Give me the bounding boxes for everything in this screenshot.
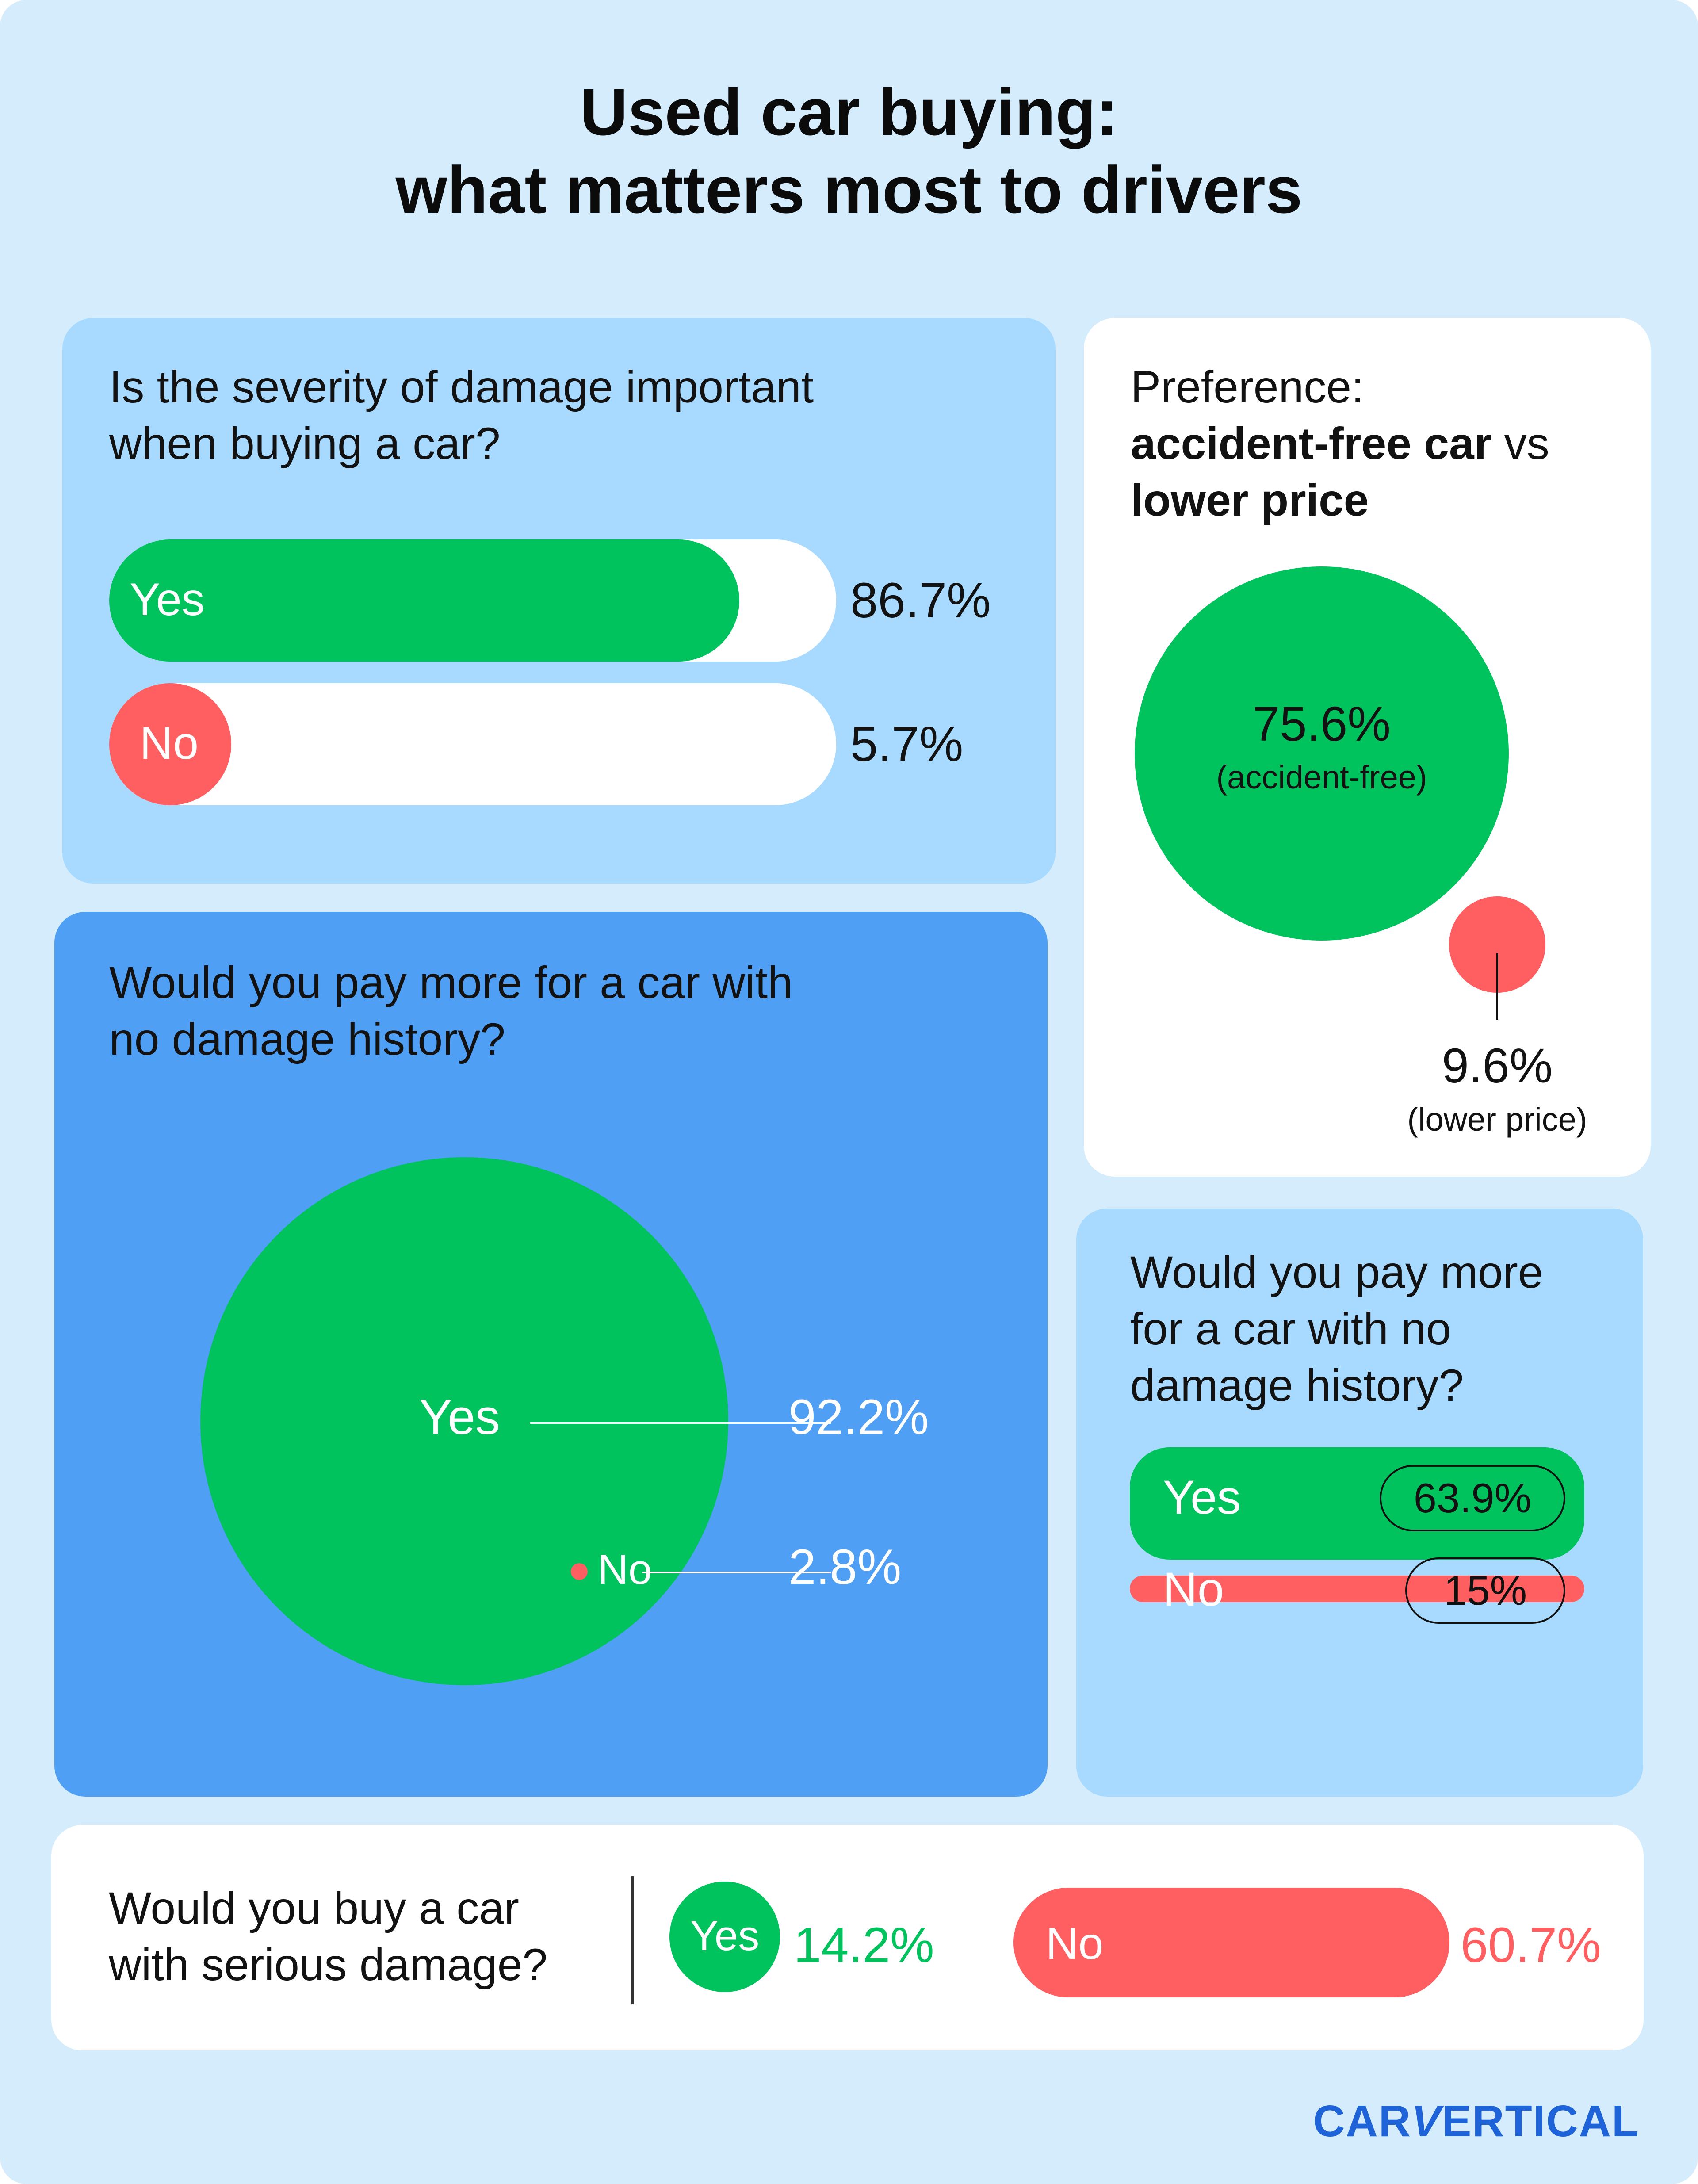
preference-title-line-3: lower price [1131, 472, 1549, 528]
serious-damage-yes-bubble [669, 1882, 780, 1992]
pay-more-bar-question-line-3: damage history? [1130, 1360, 1464, 1411]
preference-title: Preference: accident-free car vs lower p… [1131, 359, 1549, 528]
severity-question: Is the severity of damage important when… [109, 359, 814, 472]
pay-more-bar-question-line-2: for a car with no [1130, 1304, 1451, 1354]
pay-more-yes-label: Yes [419, 1389, 500, 1445]
brand-part-1: CAR [1313, 2096, 1411, 2146]
carvertical-logo-icon: CARVERTICAL [1313, 2096, 1640, 2147]
severity-panel: Is the severity of damage important when… [62, 318, 1056, 884]
pay-more-yes-leader [530, 1422, 831, 1424]
serious-damage-no-bar [1013, 1888, 1449, 1997]
serious-damage-no-value: 60.7% [1461, 1917, 1601, 1973]
pay-more-bar-yes-label: Yes [1163, 1470, 1241, 1524]
serious-damage-question: Would you buy a car with serious damage? [109, 1880, 547, 1993]
severity-question-line-1: Is the severity of damage important [109, 362, 814, 412]
pay-more-question-line-1: Would you pay more for a car with [109, 957, 793, 1008]
severity-no-label: No [140, 718, 199, 769]
preference-title-line-2: accident-free car vs [1131, 415, 1549, 472]
preference-title-vs: vs [1504, 418, 1549, 469]
preference-lower-price-value: 9.6% [1442, 1039, 1553, 1093]
pay-more-no-label: No [597, 1546, 652, 1593]
pay-more-yes-bubble [200, 1157, 728, 1685]
pay-more-question-line-2: no damage history? [109, 1014, 505, 1064]
serious-damage-yes-value: 14.2% [794, 1917, 934, 1973]
severity-yes-label: Yes [130, 574, 205, 625]
pay-more-question: Would you pay more for a car with no dam… [109, 954, 793, 1067]
brand-part-2: V [1406, 2096, 1447, 2146]
preference-accident-free-bubble [1135, 566, 1509, 941]
serious-damage-no-label: No [1046, 1918, 1104, 1969]
severity-no-bar [109, 683, 231, 805]
preference-title-bold-1: accident-free car [1131, 418, 1492, 469]
pay-more-bar-no-block [1130, 1576, 1584, 1602]
pay-more-no-value: 2.8% [788, 1539, 902, 1595]
pay-more-bar-panel: Would you pay more for a car with no dam… [1076, 1209, 1643, 1797]
pay-more-bar-no-value: 15% [1405, 1557, 1565, 1624]
serious-damage-question-line-1: Would you buy a car [109, 1883, 519, 1933]
title-line-2: what matters most to drivers [395, 153, 1303, 227]
preference-title-bold-2: lower price [1131, 475, 1369, 525]
serious-damage-question-line-2: with serious damage? [109, 1939, 548, 1990]
pay-more-bubble-panel: Would you pay more for a car with no dam… [54, 912, 1048, 1797]
pay-more-yes-value: 92.2% [788, 1389, 929, 1445]
serious-damage-panel: Would you buy a car with serious damage?… [51, 1825, 1644, 2050]
pay-more-no-leader [642, 1572, 831, 1573]
preference-panel: Preference: accident-free car vs lower p… [1084, 318, 1651, 1177]
pay-more-bar-yes-value: 63.9% [1380, 1465, 1565, 1531]
title-line-1: Used car buying: [580, 75, 1118, 149]
preference-accident-free-value: 75.6% [1253, 697, 1391, 751]
severity-question-line-2: when buying a car? [109, 418, 501, 469]
serious-damage-yes-label: Yes [690, 1912, 760, 1959]
preference-lower-price-label: (lower price) [1407, 1101, 1587, 1138]
preference-accident-free-label: (accident-free) [1216, 759, 1427, 796]
serious-damage-divider [631, 1876, 634, 2004]
pay-more-bar-question: Would you pay more for a car with no dam… [1130, 1244, 1543, 1414]
preference-title-line-1: Preference: [1131, 362, 1364, 412]
severity-no-value: 5.7% [850, 716, 964, 772]
page-title: Used car buying: what matters most to dr… [0, 73, 1698, 229]
pay-more-bar-question-line-1: Would you pay more [1130, 1247, 1543, 1297]
brand-part-3: ERTICAL [1442, 2096, 1640, 2146]
severity-yes-value: 86.7% [850, 573, 991, 628]
pay-more-bar-no-label: No [1163, 1562, 1224, 1616]
preference-lower-price-leader [1496, 953, 1498, 1020]
pay-more-no-bubble [570, 1563, 588, 1580]
severity-yes-bar [109, 539, 739, 662]
